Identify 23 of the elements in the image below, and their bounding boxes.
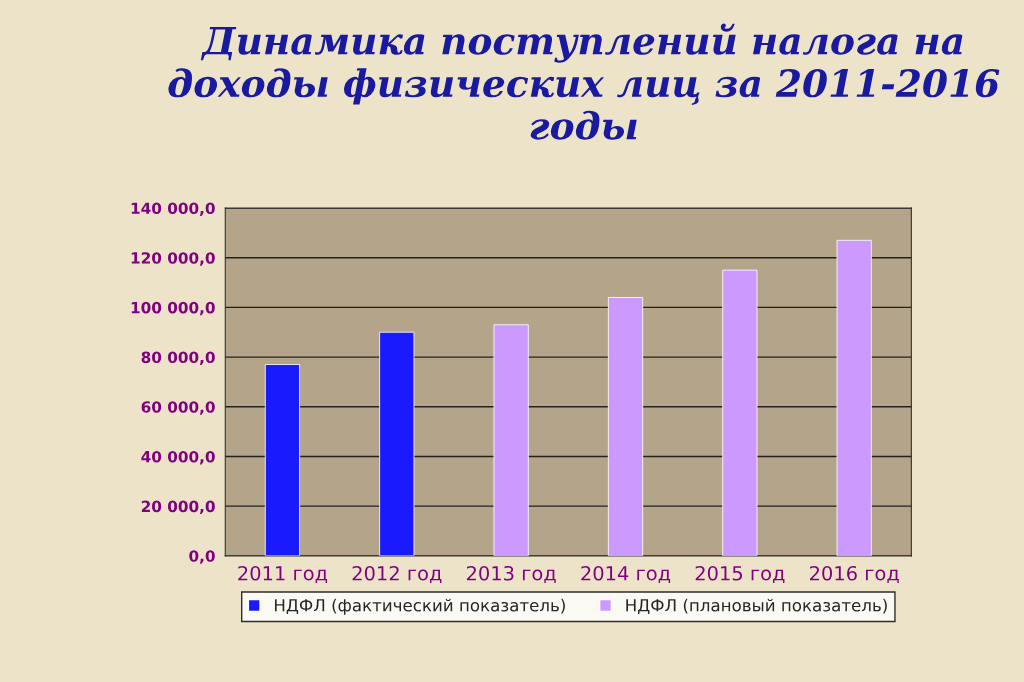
y-tick-label: 120 000,0: [131, 252, 215, 266]
y-tick-label: 100 000,0: [131, 301, 215, 316]
y-tick-label: 40 000,0: [141, 450, 215, 465]
y-tick-label: 140 000,0: [131, 202, 215, 216]
y-tick-label: 80 000,0: [141, 351, 215, 366]
bar: [607, 297, 644, 556]
y-tick-label: 20 000,0: [141, 500, 215, 515]
x-tick-label: 2014 год: [581, 565, 671, 584]
chart-title: Динамика поступлений налога на доходы физических лиц за 2011-2016 годы: [168, 23, 1000, 140]
x-tick-label: 2013 год: [466, 565, 556, 584]
y-tick-label: 60 000,0: [141, 401, 215, 415]
x-tick-label: 2012 год: [352, 565, 442, 584]
y-tick-label: 0,0: [189, 550, 215, 564]
legend-label: НДФЛ (фактический показатель): [275, 598, 565, 615]
x-tick-label: 2016 год: [810, 565, 899, 584]
bar: [264, 364, 301, 556]
bar: [493, 324, 529, 556]
bar: [722, 269, 758, 556]
bar: [836, 239, 872, 556]
legend-label: НДФЛ (плановый показатель): [626, 598, 887, 614]
bar: [379, 331, 415, 556]
x-tick-label: 2011 год: [238, 565, 328, 584]
x-tick-label: 2015 год: [695, 565, 785, 584]
